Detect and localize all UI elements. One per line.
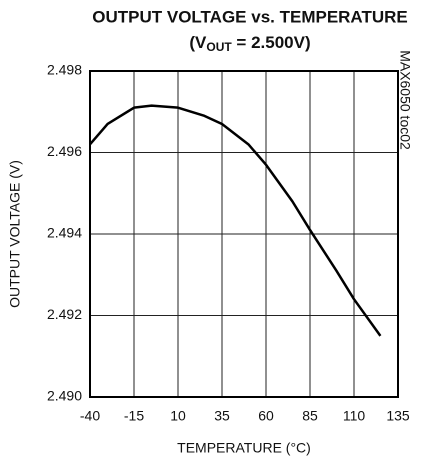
y-tick-label: 2.496: [47, 143, 82, 159]
x-tick-label: -15: [124, 408, 144, 424]
x-tick-label: 60: [258, 408, 274, 424]
x-tick-label: 135: [386, 408, 410, 424]
x-tick-label: 110: [343, 408, 366, 424]
data-line: [89, 104, 382, 337]
x-tick-label: -40: [80, 408, 100, 424]
y-tick-label: 2.490: [47, 388, 82, 404]
y-tick-label: 2.494: [47, 225, 82, 241]
subtitle-subscript: OUT: [206, 40, 232, 54]
x-tick-label: 35: [214, 408, 230, 424]
plot-frame: [89, 70, 399, 398]
annotation: MAX6050 toc02: [397, 50, 413, 150]
subtitle-part: (V: [189, 33, 207, 52]
y-axis-label: OUTPUT VOLTAGE (V): [7, 160, 23, 308]
subtitle-part: = 2.500V): [232, 33, 311, 52]
x-tick-label: 85: [302, 408, 318, 424]
x-tick-label: 10: [170, 408, 186, 424]
x-axis-label: TEMPERATURE (°C): [177, 440, 311, 456]
y-tick-label: 2.492: [47, 306, 82, 322]
chart-subtitle: (VOUT = 2.500V): [189, 33, 310, 54]
y-tick-label: 2.498: [47, 62, 82, 78]
chart-title: OUTPUT VOLTAGE vs. TEMPERATURE: [92, 7, 407, 26]
